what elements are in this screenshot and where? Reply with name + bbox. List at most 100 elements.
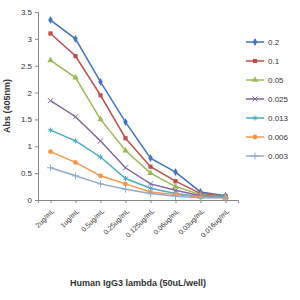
marker [98, 93, 102, 97]
x-tick-mark [126, 200, 127, 203]
marker [48, 16, 53, 24]
marker [73, 35, 78, 43]
x-tick: 1ug/mL [59, 200, 81, 230]
y-tick: 2 [28, 89, 38, 98]
series-line [51, 152, 226, 198]
marker [122, 186, 129, 193]
marker [97, 180, 104, 187]
y-tick-mark [35, 200, 38, 201]
x-tick-mark [51, 200, 52, 203]
y-tick: 0.5 [21, 169, 38, 178]
legend-marker [253, 59, 257, 63]
y-tick-label: 2.5 [21, 62, 33, 71]
y-tick-mark [35, 12, 38, 13]
marker [47, 164, 54, 171]
series [48, 98, 228, 200]
marker [172, 193, 179, 200]
marker [48, 128, 52, 133]
x-tick-mark [151, 200, 152, 203]
series [48, 16, 228, 200]
legend-label: 0.2 [268, 38, 280, 47]
marker [123, 165, 128, 170]
series-line [51, 33, 226, 196]
legend-label: 0.025 [268, 95, 289, 104]
y-tick: 3.5 [21, 8, 38, 17]
y-tick-label: 0 [28, 196, 33, 205]
legend-entry: 0.025 [246, 95, 289, 104]
series [48, 149, 228, 200]
x-axis: 2ug/mL1ug/mL0.5ug/mL0.25ug/mL0.125ug/mL0… [34, 200, 239, 239]
legend-marker [253, 115, 257, 120]
y-tick: 1 [28, 142, 38, 151]
x-tick-label: 1ug/mL [59, 207, 81, 229]
y-tick: 3 [28, 35, 38, 44]
marker [123, 118, 128, 126]
y-tick-mark [35, 66, 38, 67]
marker [73, 54, 77, 58]
x-tick-mark [176, 200, 177, 203]
series [47, 164, 229, 201]
x-axis-title: Human IgG3 lambda (50uL/well) [70, 278, 206, 288]
y-axis-line [35, 13, 39, 201]
legend-entry: 0.05 [246, 76, 284, 85]
marker [147, 169, 153, 175]
x-tick-label: 0.125ug/mL [124, 207, 156, 239]
marker [73, 114, 78, 119]
y-tick: 2.5 [21, 62, 38, 71]
marker [73, 138, 77, 143]
legend-entry: 0.2 [246, 38, 280, 47]
y-tick-mark [35, 93, 38, 94]
y-tick-label: 1.5 [21, 115, 33, 124]
legend-marker [253, 97, 258, 102]
marker [148, 165, 152, 169]
marker [73, 160, 78, 165]
y-tick-label: 2 [28, 89, 33, 98]
marker [48, 149, 53, 154]
legend-entry: 0.1 [246, 57, 280, 66]
legend-marker [252, 76, 258, 82]
y-tick: 0 [28, 196, 38, 205]
x-tick: 0.5ug/mL [80, 200, 106, 234]
legend-label: 0.05 [268, 76, 284, 85]
legend-marker [253, 38, 258, 46]
y-tick-mark [35, 173, 38, 174]
marker [97, 116, 103, 122]
series [47, 57, 228, 199]
marker [47, 57, 53, 63]
x-tick-label: 2ug/mL [34, 207, 56, 229]
legend-label: 0.013 [268, 114, 289, 123]
marker [48, 31, 52, 35]
series-line [51, 101, 226, 198]
x-tick-mark [101, 200, 102, 203]
legend-label: 0.003 [268, 152, 289, 161]
x-tick: 0.016ug/mL [199, 200, 231, 239]
series [48, 31, 227, 198]
y-tick-mark [35, 39, 38, 40]
y-tick-label: 3 [28, 35, 33, 44]
marker [173, 179, 177, 183]
marker [98, 173, 103, 178]
x-tick-label: 0.06ug/mL [152, 207, 181, 236]
x-tick-label: 0.016ug/mL [199, 207, 231, 239]
chart: 0 0.5 1 1.5 2 2.5 3 3.5 2ug/mL1ug/mL0.5ug/mL0.25… [0, 0, 300, 300]
legend-entry: 0.003 [246, 152, 289, 161]
marker [148, 154, 153, 162]
marker [122, 147, 128, 153]
series-line [51, 168, 226, 198]
y-tick: 1.5 [21, 115, 38, 124]
series [48, 128, 227, 200]
marker [72, 172, 79, 179]
series-group [47, 16, 229, 201]
marker [123, 181, 128, 186]
series-line [51, 20, 226, 196]
marker [123, 176, 127, 181]
y-tick-label: 0.5 [21, 169, 33, 178]
marker [48, 98, 53, 103]
series-line [51, 60, 226, 196]
x-axis-line [39, 201, 239, 204]
marker [147, 190, 154, 197]
legend-marker [251, 152, 258, 159]
legend-label: 0.006 [268, 133, 289, 142]
y-tick-mark [35, 119, 38, 120]
y-tick-mark [35, 146, 38, 147]
